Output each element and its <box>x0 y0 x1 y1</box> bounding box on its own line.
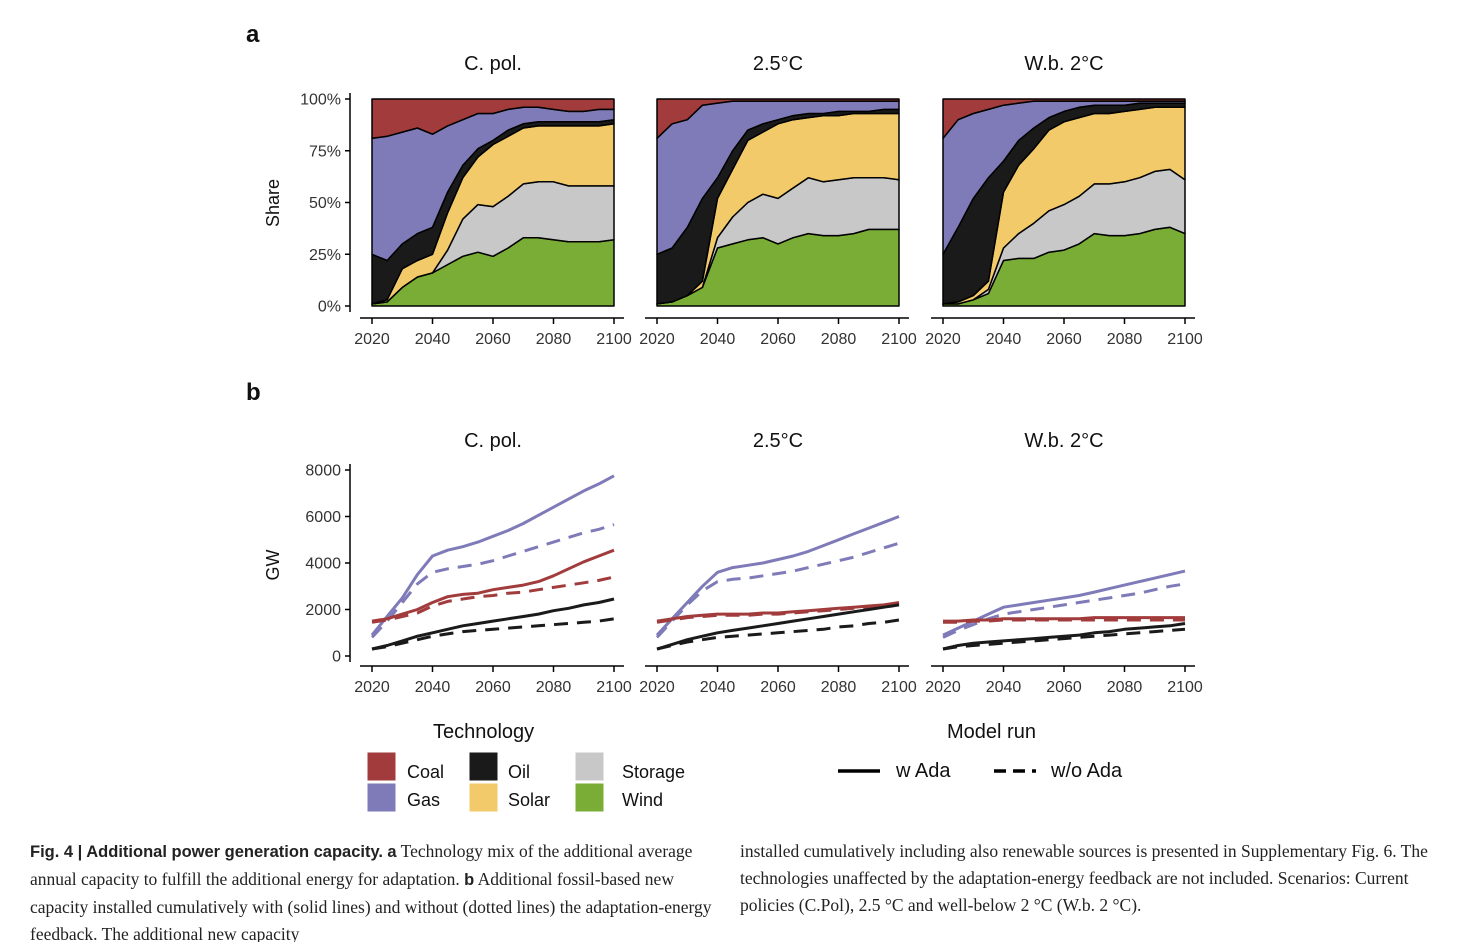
chart0-c-pol-x-tick-label: 2040 <box>415 331 451 348</box>
panel-label-a: a <box>246 21 260 48</box>
chart0-c-pol-x-tick-label: 2100 <box>596 331 632 348</box>
chart1-2-5-c-line-coal-dashed <box>656 602 900 624</box>
legend-label-wo-ada: w/o Ada <box>1050 760 1123 782</box>
chart0-c-pol-area-coal <box>371 98 615 140</box>
legend-label-solar: Solar <box>508 790 550 810</box>
chart0-y-tick-label: 25% <box>309 247 341 264</box>
chart1-c-pol-x-tick-label: 2040 <box>415 679 451 696</box>
chart1-w-b-2-c-title: W.b. 2°C <box>1024 430 1103 452</box>
chart1-y-tick-label: 6000 <box>305 509 341 526</box>
chart1-y-tick-label: 4000 <box>305 556 341 573</box>
legend-swatch-gas <box>366 782 397 813</box>
chart0-c-pol-x-tick-label: 2080 <box>536 331 572 348</box>
chart1-w-b-2-c-x-tick-label: 2080 <box>1107 679 1143 696</box>
chart0-c-pol-x-tick-label: 2060 <box>475 331 511 348</box>
chart1-2-5-c-x-tick-label: 2060 <box>760 679 796 696</box>
caption-part-b-label: b <box>464 871 475 889</box>
caption-part-b-text: Additional fossil-based new capacity ins… <box>30 869 712 942</box>
model-run-legend-title: Model run <box>947 721 1036 743</box>
chart1-2-5-c-x-tick-label: 2080 <box>821 679 857 696</box>
chart1-w-b-2-c-line-oil-solid <box>942 622 1186 651</box>
legend-label-storage: Storage <box>622 762 685 782</box>
chart0-w-b-2-c-x-tick-label: 2040 <box>986 331 1022 348</box>
chart1-y-tick-label: 8000 <box>305 463 341 480</box>
chart0-w-b-2-c-title: W.b. 2°C <box>1024 53 1103 75</box>
legend-swatch-coal <box>366 751 397 782</box>
legend-label-oil: Oil <box>508 762 530 782</box>
model-run-legend: Model run w Ada w/o Ada <box>838 721 1123 782</box>
chart0-2-5-c-x-tick-label: 2080 <box>821 331 857 348</box>
chart1-y-tick-label: 2000 <box>305 602 341 619</box>
chart1-c-pol-line-oil-dashed <box>371 617 615 651</box>
chart0-2-5-c-x-tick-label: 2100 <box>881 331 917 348</box>
panel-b-y-axis-label: GW <box>263 549 283 580</box>
caption-part-a-text: Technology mix of the additional average… <box>30 841 693 889</box>
chart1-w-b-2-c-line-gas-dashed <box>942 582 1186 639</box>
chart0-c-pol-x-tick-label: 2020 <box>354 331 390 348</box>
chart0-c-pol-title: C. pol. <box>464 53 522 75</box>
legend-label-coal: Coal <box>407 762 444 782</box>
chart1-2-5-c-title: 2.5°C <box>753 430 803 452</box>
legend-swatch-solar <box>468 782 499 813</box>
legend-swatch-storage <box>574 751 605 782</box>
chart0-2-5-c-area-coal <box>656 98 900 140</box>
chart1-c-pol-title: C. pol. <box>464 430 522 452</box>
chart0-y-tick-label: 75% <box>309 143 341 160</box>
chart1-c-pol-x-tick-label: 2020 <box>354 679 390 696</box>
chart1-w-b-2-c-x-tick-label: 2020 <box>925 679 961 696</box>
legend-label-gas: Gas <box>407 790 440 810</box>
legend-swatch-wind <box>574 782 605 813</box>
chart0-2-5-c-x-tick-label: 2020 <box>639 331 675 348</box>
chart1-c-pol-line-oil-solid <box>371 597 615 651</box>
chart0-w-b-2-c-x-tick-label: 2100 <box>1167 331 1203 348</box>
panel-b-gw-charts: C. pol. 0 2000 4000 6000 8000 2020 2040 2060 2080… <box>305 430 1202 696</box>
chart1-2-5-c-x-tick-label: 2020 <box>639 679 675 696</box>
chart0-w-b-2-c-area-coal <box>942 98 1186 140</box>
chart1-2-5-c-line-oil-dashed <box>656 618 900 651</box>
chart1-w-b-2-c-x-tick-label: 2060 <box>1046 679 1082 696</box>
chart0-2-5-c-x-tick-label: 2040 <box>700 331 736 348</box>
chart0-2-5-c-x-tick-label: 2060 <box>760 331 796 348</box>
chart1-w-b-2-c-x-tick-label: 2100 <box>1167 679 1203 696</box>
chart1-w-b-2-c-line-oil-dashed <box>942 627 1186 651</box>
chart0-y-tick-label: 50% <box>309 195 341 212</box>
chart1-c-pol-line-coal-solid <box>371 548 615 623</box>
chart1-c-pol-x-tick-label: 2100 <box>596 679 632 696</box>
chart0-y-tick-label: 100% <box>300 92 341 109</box>
chart1-w-b-2-c-line-gas-solid <box>942 569 1186 637</box>
chart1-2-5-c-line-gas-solid <box>655 515 900 637</box>
chart1-w-b-2-c-line-coal-dashed <box>943 618 1185 624</box>
chart1-y-tick-label: 0 <box>332 649 341 666</box>
chart0-w-b-2-c-x-tick-label: 2020 <box>925 331 961 348</box>
panel-a-y-axis-label: Share <box>263 179 283 227</box>
chart1-2-5-c-x-tick-label: 2040 <box>700 679 736 696</box>
caption-fig-label: Fig. 4 | Additional power generation cap… <box>30 843 384 861</box>
legend-label-wind: Wind <box>622 790 663 810</box>
panel-a-share-charts: C. pol. 0% 25% 50% 75% 100% 2020 2040 2060 2080 21… <box>300 53 1203 348</box>
technology-legend-title: Technology <box>433 721 534 743</box>
legend-swatch-oil <box>468 751 499 782</box>
chart0-w-b-2-c-x-tick-label: 2080 <box>1107 331 1143 348</box>
caption-column-1: Fig. 4 | Additional power generation cap… <box>30 838 720 942</box>
chart1-c-pol-line-gas-solid <box>370 474 615 637</box>
chart0-w-b-2-c-x-tick-label: 2060 <box>1046 331 1082 348</box>
chart0-y-tick-label: 0% <box>318 299 341 316</box>
chart1-2-5-c-x-tick-label: 2100 <box>881 679 917 696</box>
figure-svg: a b Share GW C. pol. 0% 25% 50% 75% 100% 2020 2… <box>246 21 1203 813</box>
chart1-2-5-c-line-oil-solid <box>656 603 900 651</box>
caption-part-a-label: a <box>387 843 397 861</box>
chart1-w-b-2-c-x-tick-label: 2040 <box>986 679 1022 696</box>
panel-label-b: b <box>246 379 261 406</box>
chart1-c-pol-line-gas-dashed <box>370 523 615 639</box>
chart1-2-5-c-line-gas-dashed <box>655 541 900 639</box>
chart1-c-pol-x-tick-label: 2080 <box>536 679 572 696</box>
legend-label-w-ada: w Ada <box>895 760 951 782</box>
caption-column-2: installed cumulatively including also re… <box>740 841 1428 915</box>
chart1-c-pol-line-coal-dashed <box>371 575 615 624</box>
chart1-c-pol-x-tick-label: 2060 <box>475 679 511 696</box>
chart0-2-5-c-title: 2.5°C <box>753 53 803 75</box>
technology-legend: Technology Coal Gas Oil Solar Storage Wi… <box>366 721 685 813</box>
